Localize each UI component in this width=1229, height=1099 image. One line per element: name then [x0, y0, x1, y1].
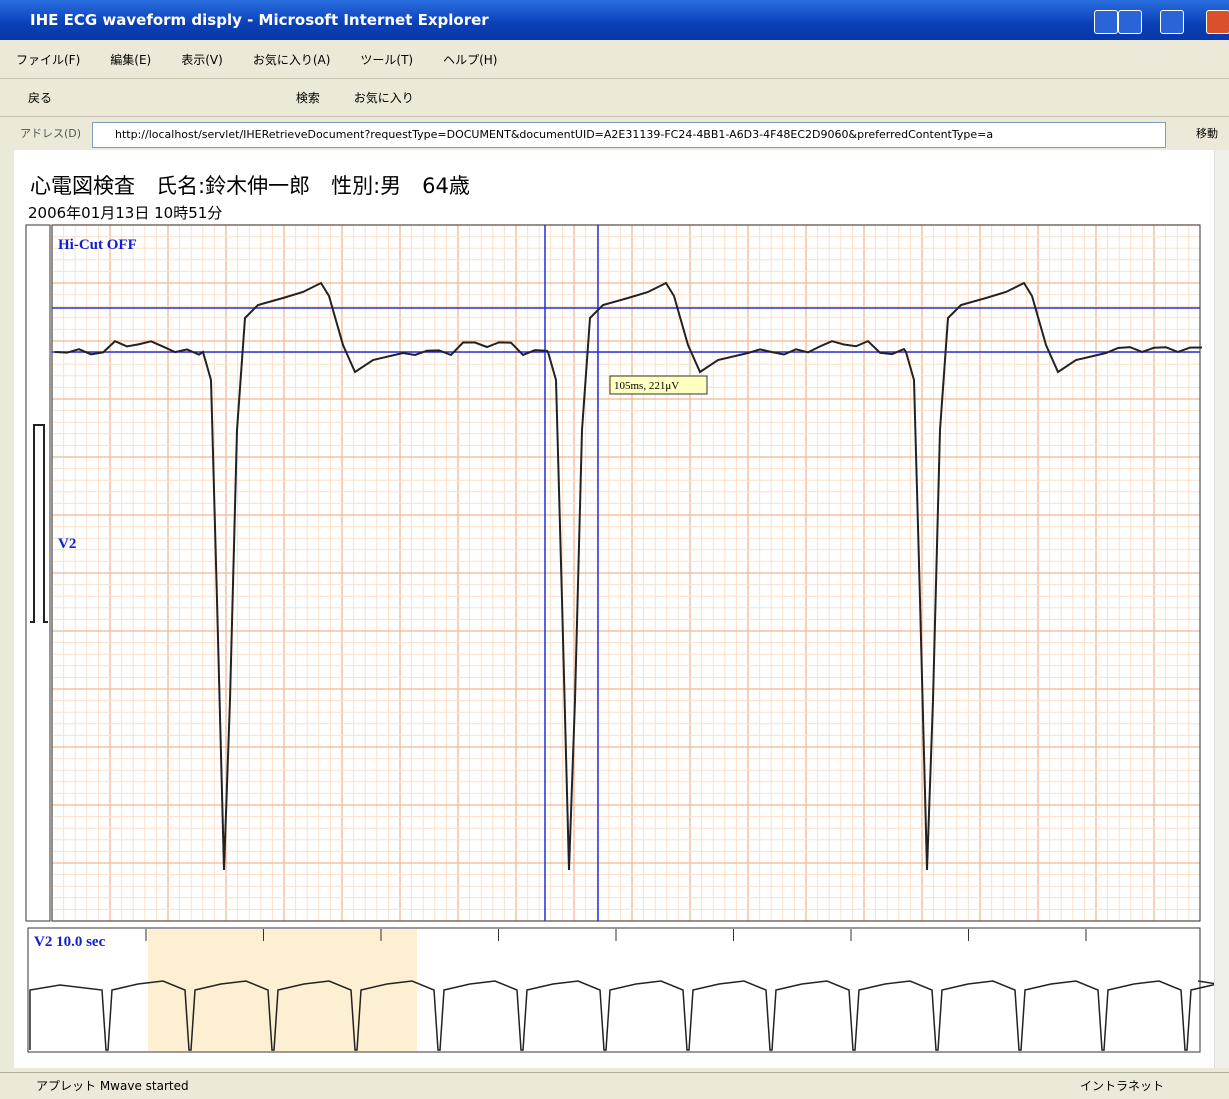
- tooltip: 105ms, 221μV: [614, 380, 679, 392]
- status-bar: アプレット Mwave started イントラネット: [0, 1072, 1229, 1099]
- grid: [52, 225, 1200, 921]
- filter-label: Hi-Cut OFF: [58, 237, 137, 253]
- status-zone: イントラネット: [1080, 1073, 1164, 1099]
- overview-label: V2 10.0 sec: [34, 934, 106, 950]
- status-message: アプレット Mwave started: [36, 1079, 189, 1093]
- ecg-viewer: Hi-Cut OFF V2 105ms, 221μV V2 10.0 sec: [0, 0, 1214, 1068]
- calibration-strip: [26, 225, 50, 921]
- scrollbar[interactable]: [1214, 150, 1229, 1068]
- page: {"window":{"title":"IHE ECG waveform dis…: [0, 0, 1229, 1098]
- lead-label: V2: [58, 536, 76, 552]
